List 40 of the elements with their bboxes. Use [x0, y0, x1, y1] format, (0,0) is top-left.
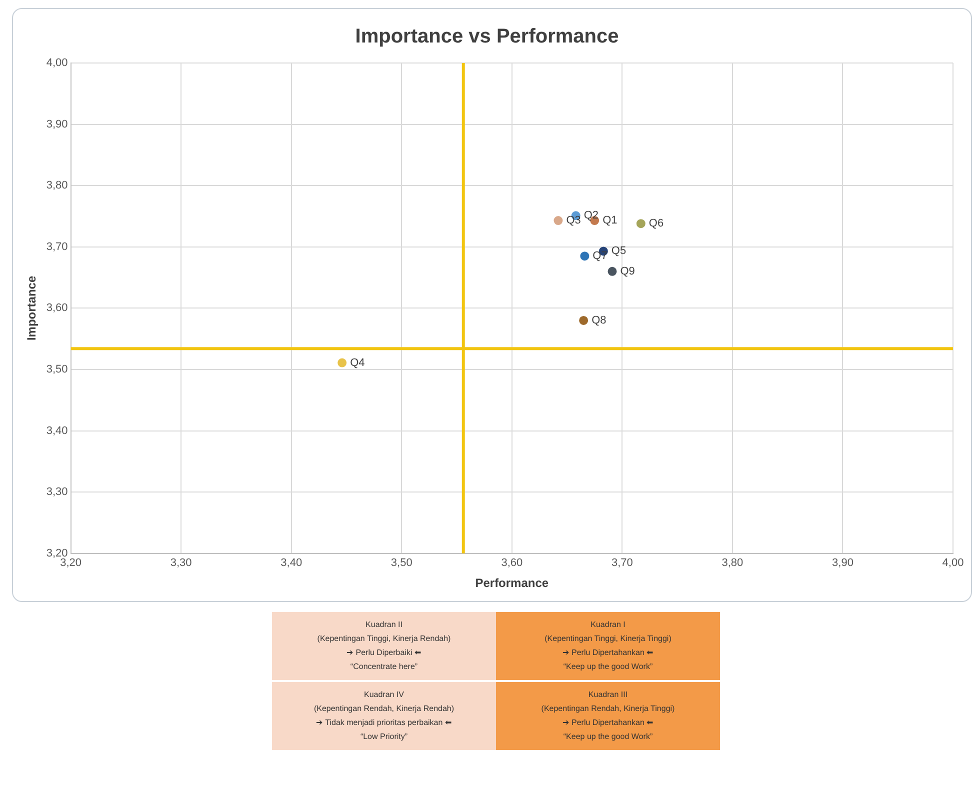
- y-tick-label: 3,90: [46, 118, 68, 130]
- y-tick-label: 3,70: [46, 240, 68, 253]
- text: Kuadran I (Kepentingan Tinggi, Kinerja Tinggi) ➔ Perlu Dipertahankan ⬅ “Keep up the good Work”: [496, 612, 720, 682]
- x-tick-label: 3,70: [611, 557, 633, 570]
- point: [579, 316, 588, 325]
- series-label: Q6: [648, 218, 664, 230]
- y-tick-label: 3,30: [46, 486, 68, 498]
- x-tick-label: 3,30: [170, 557, 192, 570]
- text: Kuadran II (Kepentingan Tinggi, Kinerja Rendah) ➔ Perlu Diperbaiki ⬅ “Concentrate here”: [272, 612, 496, 682]
- point: [636, 219, 646, 228]
- series-label: Q3: [566, 214, 581, 227]
- point: [554, 216, 563, 226]
- series-label: Q5: [611, 245, 626, 258]
- text: Kuadran IV (Kepentingan Rendah, Kinerja Rendah) ➔ Tidak menjadi prioritas perbaikan ⬅ “Low Priority”: [272, 682, 496, 750]
- y-tick-label: 3,60: [46, 302, 68, 314]
- chart-title: Importance vs Performance: [355, 26, 619, 48]
- x-tick-label: 3,50: [390, 557, 412, 570]
- x-axis-title: Performance: [475, 576, 549, 590]
- point: [338, 358, 347, 368]
- x-tick-label: 4,00: [942, 557, 964, 570]
- x-tick-label: 3,80: [722, 557, 744, 570]
- y-tick-label: 3,50: [46, 364, 68, 376]
- point: [608, 266, 617, 276]
- series-label: Q8: [592, 314, 606, 326]
- series-label: Q1: [602, 214, 618, 227]
- text: Kuadran III (Kepentingan Rendah, Kinerja Tinggi) ➔ Perlu Dipertahankan ⬅ “Keep up the good Work”: [496, 682, 720, 750]
- x-tick-label: 3,60: [501, 557, 523, 570]
- y-axis-title: Importance: [24, 276, 39, 341]
- y-tick-label: 3,20: [46, 547, 68, 560]
- series-label: Q7: [592, 250, 608, 262]
- series-label: Q4: [350, 356, 365, 369]
- point: [580, 252, 590, 261]
- x-tick-label: 3,90: [832, 557, 854, 570]
- y-tick-label: 3,80: [46, 180, 68, 192]
- y-tick-label: 4,00: [46, 57, 68, 70]
- y-tick-label: 3,40: [46, 424, 68, 437]
- series-label: Q2: [584, 210, 599, 222]
- series-label: Q9: [620, 265, 635, 278]
- x-tick-label: 3,40: [280, 557, 302, 570]
- x-tick-label: 3,20: [60, 557, 82, 570]
